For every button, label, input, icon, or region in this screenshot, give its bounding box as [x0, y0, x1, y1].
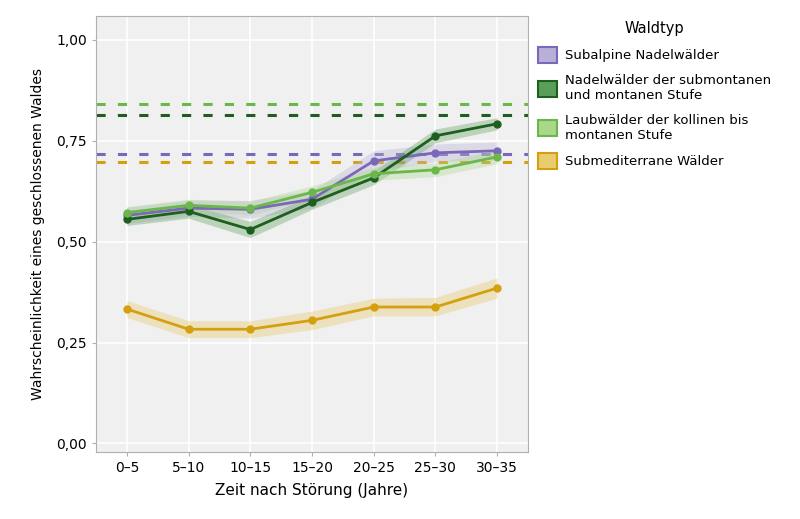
Y-axis label: Wahrscheinlichkeit eines geschlossenen Waldes: Wahrscheinlichkeit eines geschlossenen W…: [31, 67, 45, 400]
X-axis label: Zeit nach Störung (Jahre): Zeit nach Störung (Jahre): [215, 483, 409, 498]
Legend: Subalpine Nadelwälder, Nadelwälder der submontanen
und montanen Stufe, Laubwälde: Subalpine Nadelwälder, Nadelwälder der s…: [532, 16, 777, 174]
